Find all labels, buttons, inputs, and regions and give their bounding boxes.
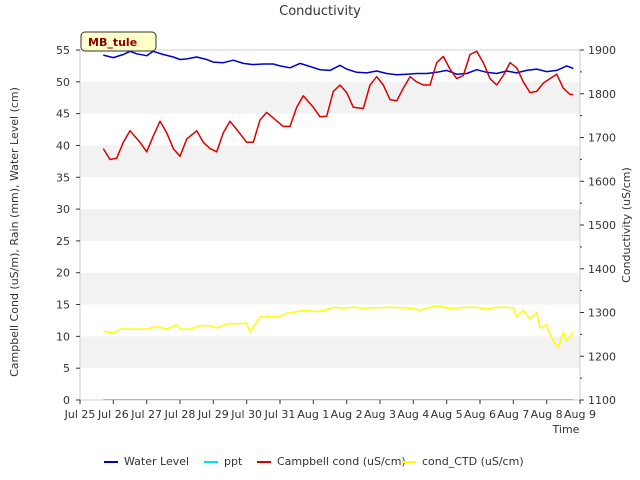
grid-bands <box>80 81 580 369</box>
series-line-cond-ctd-us-cm <box>103 305 574 349</box>
x-tick-label: Aug 3 <box>364 408 396 421</box>
legend-label: Campbell cond (uS/cm) <box>277 455 406 468</box>
y-left-tick-label: 10 <box>56 330 70 343</box>
chart-title: Conductivity <box>279 4 361 19</box>
x-tick-label: Aug 9 <box>564 408 596 421</box>
y-right-tick-label: 1300 <box>588 307 616 320</box>
legend-label: ppt <box>224 455 243 468</box>
y-left-tick-label: 5 <box>63 362 70 375</box>
y-left-tick-label: 20 <box>56 267 70 280</box>
y-left-tick-label: 50 <box>56 76 70 89</box>
station-label-box: MB_tule <box>80 31 157 52</box>
y-left-tick-label: 45 <box>56 108 70 121</box>
legend-item: ppt <box>204 455 243 468</box>
y-right-tick-label: 1500 <box>588 219 616 232</box>
x-tick-label: Jul 26 <box>97 408 129 421</box>
legend-label: cond_CTD (uS/cm) <box>422 455 524 468</box>
x-tick-label: Jul 29 <box>197 408 229 421</box>
y-axis-left-label: Campbell Cond (uS/m), Rain (mm), Water L… <box>8 87 21 377</box>
x-tick-label: Jul 31 <box>264 408 296 421</box>
x-tick-label: Aug 5 <box>431 408 463 421</box>
legend: Water Level ppt Campbell cond (uS/cm) cond_… <box>104 455 524 468</box>
y-axis-right-label: Conductivity (uS/cm) <box>620 167 633 283</box>
y-right-tick-label: 1200 <box>588 350 616 363</box>
x-tick-label: Aug 7 <box>497 408 529 421</box>
grid-band <box>80 336 580 369</box>
station-label-background <box>80 31 157 52</box>
legend-item: Water Level <box>104 455 189 468</box>
series-line-water-level <box>103 50 574 76</box>
series-line-campbell-cond-us-cm <box>102 50 574 161</box>
y-right-tick-label: 1800 <box>588 88 616 101</box>
x-tick-label: Aug 2 <box>331 408 363 421</box>
y-right-tick-label: 1400 <box>588 263 616 276</box>
x-tick-label: Aug 4 <box>397 408 429 421</box>
y-left-tick-label: 25 <box>56 235 70 248</box>
x-tick-label: Aug 6 <box>464 408 496 421</box>
grid-band <box>80 145 580 178</box>
y-right-tick-label: 1600 <box>588 175 616 188</box>
y-left-tick-label: 0 <box>63 394 70 407</box>
station-label: MB_tule <box>88 36 137 49</box>
legend-item: cond_CTD (uS/cm) <box>402 455 524 468</box>
y-left-tick-label: 55 <box>56 44 70 57</box>
grid-band <box>80 81 580 114</box>
axes: 0 5 10 15 20 25 30 35 40 45 50 55 1100 1200 1300 1400 15… <box>56 44 616 421</box>
grid-band <box>80 209 580 241</box>
grid-band <box>80 272 580 305</box>
x-tick-label: Jul 25 <box>64 408 96 421</box>
x-axis-label: Time <box>552 423 580 436</box>
x-tick-label: Jul 27 <box>130 408 162 421</box>
y-right-tick-label: 1100 <box>588 394 616 407</box>
x-tick-label: Jul 30 <box>230 408 262 421</box>
y-left-tick-label: 15 <box>56 299 70 312</box>
y-right-tick-label: 1700 <box>588 132 616 145</box>
y-left-tick-label: 35 <box>56 171 70 184</box>
legend-label: Water Level <box>124 455 189 468</box>
y-right-tick-label: 1900 <box>588 44 616 57</box>
y-left-tick-label: 30 <box>56 203 70 216</box>
x-tick-label: Aug 1 <box>297 408 329 421</box>
legend-item: Campbell cond (uS/cm) <box>257 455 406 468</box>
x-tick-label: Jul 28 <box>164 408 196 421</box>
x-tick-label: Aug 8 <box>531 408 563 421</box>
y-left-tick-label: 40 <box>56 139 70 152</box>
